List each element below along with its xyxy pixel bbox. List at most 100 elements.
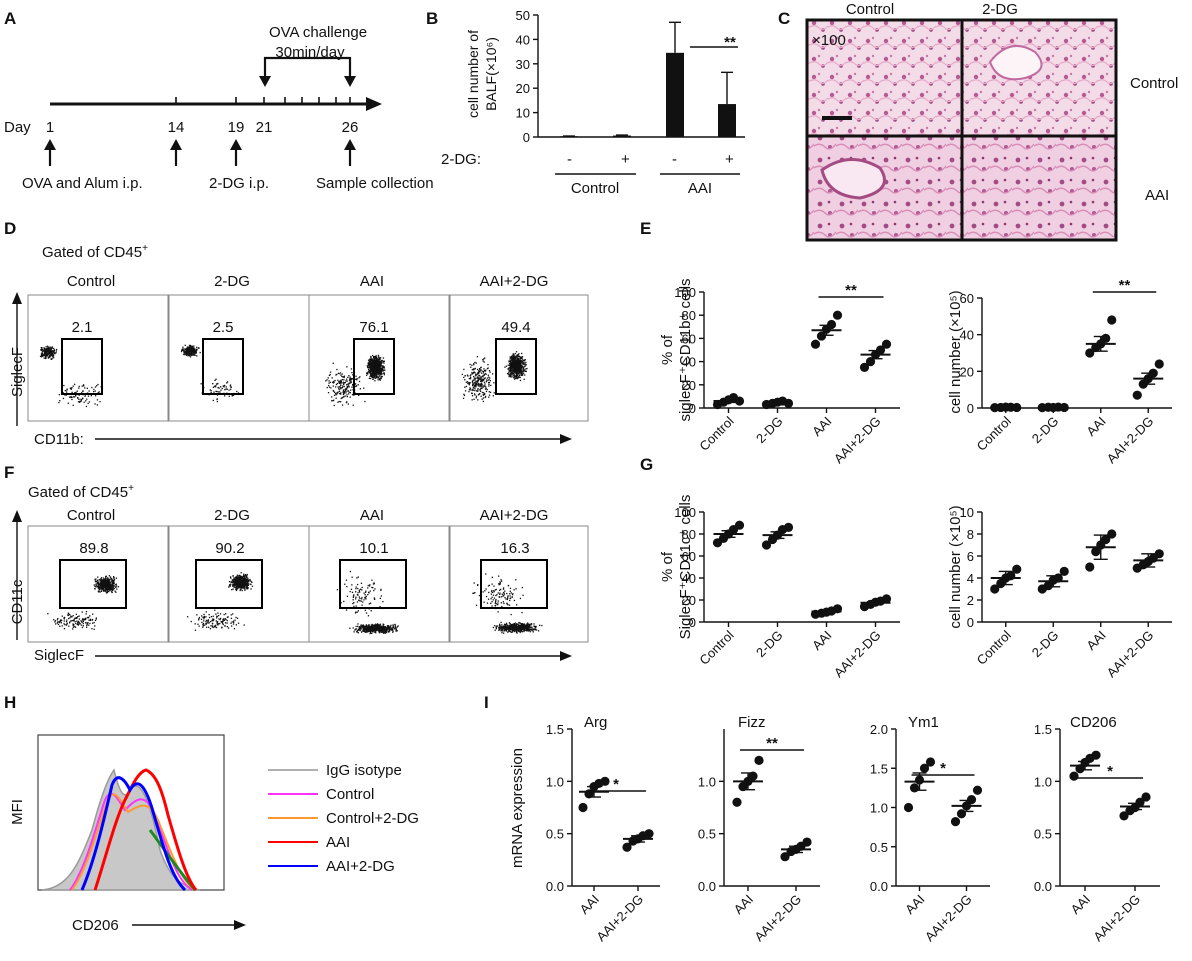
f1-scatter-dot	[84, 617, 87, 619]
d1-cluster-dot	[53, 352, 55, 354]
f1-scatter-dot	[61, 619, 63, 622]
d2-cluster-dot	[193, 345, 195, 347]
E1-point	[816, 331, 827, 341]
d4-scatter-dot	[479, 390, 482, 392]
h-green-tail	[148, 829, 197, 891]
f2-scatter-dot	[208, 621, 210, 624]
d2-scatter-dot	[236, 390, 238, 393]
f2-cluster-dot	[249, 583, 251, 585]
f1-cluster-dot	[95, 586, 97, 588]
f2-scatter-dot	[211, 625, 214, 627]
d1-scatter-dot	[62, 392, 64, 394]
f-value-2: 90.2	[215, 540, 244, 557]
f1-scatter-dot	[59, 620, 61, 622]
f3-band-dot	[357, 625, 359, 627]
f4-scatter-dot	[497, 600, 499, 602]
d4-scatter-dot	[483, 381, 486, 383]
d3-cluster-dot	[370, 374, 372, 376]
d4-scatter-dot	[487, 367, 489, 369]
f3-band-dot	[368, 627, 371, 629]
f1-cluster-dot	[104, 584, 107, 586]
d3-cluster-dot	[371, 376, 373, 378]
d4-scatter-dot	[484, 385, 486, 388]
f1-cluster-dot	[105, 575, 107, 577]
d4-cluster-dot	[515, 363, 517, 365]
d4-scatter-dot	[485, 369, 487, 371]
d2-cluster-dot	[185, 350, 187, 352]
f1-cluster-dot	[112, 588, 114, 590]
d4-scatter-dot	[466, 381, 469, 383]
d4-scatter-dot	[467, 382, 469, 385]
d4-cluster-dot	[510, 355, 513, 357]
histo-airway-1	[988, 44, 1043, 81]
up-arrows	[44, 139, 356, 166]
f3-band-dot	[367, 629, 369, 631]
f4-band-dot	[498, 627, 500, 629]
b-ylabel-1: cell number of	[465, 30, 481, 118]
d4-cluster-dot	[515, 375, 517, 378]
d3-scatter-dot	[336, 368, 338, 371]
d4-scatter-dot	[477, 388, 479, 390]
f2-cluster-dot	[234, 578, 236, 580]
f2-scatter-dot	[230, 614, 232, 616]
d3-scatter-dot	[347, 390, 349, 392]
d3-cluster-dot	[383, 360, 385, 362]
d3-scatter-dot	[341, 387, 343, 389]
d3-cluster-dot	[375, 362, 377, 364]
f3-scatter-dot	[363, 599, 365, 601]
e1-y-tick-label: 0	[689, 401, 696, 416]
d4-cluster-dot	[513, 358, 515, 360]
d3-cluster-dot	[380, 363, 382, 365]
f4-band-dot	[516, 623, 518, 626]
f3-band-dot	[385, 626, 387, 629]
f2-cluster-dot	[236, 588, 239, 590]
d1-scatter-dot	[81, 385, 83, 387]
f2-cluster-dot	[232, 579, 234, 581]
d4-scatter-dot	[474, 389, 476, 392]
f1-cluster-dot	[105, 583, 107, 585]
f3-band-dot	[369, 626, 371, 628]
d3-cluster-dot	[370, 363, 372, 365]
d2-scatter-dot	[220, 386, 222, 388]
d4-scatter-dot	[483, 379, 485, 381]
f3-scatter-dot	[365, 591, 367, 593]
f2-cluster-dot	[233, 584, 235, 586]
d1-scatter-dot	[77, 397, 79, 399]
d3-cluster-dot	[371, 358, 373, 360]
f4-scatter-dot	[490, 598, 492, 600]
f2-cluster-dot	[230, 583, 232, 585]
d4-scatter-dot	[487, 374, 489, 376]
d4-scatter-dot	[485, 387, 487, 390]
f1-scatter-dot	[76, 617, 78, 619]
f2-cluster-dot	[244, 576, 246, 578]
d4-cluster-dot	[513, 356, 515, 359]
f1-scatter-dot	[87, 622, 89, 624]
panel-label-d: D	[4, 219, 16, 238]
d3-cluster-dot	[370, 361, 372, 363]
f3-band-dot	[377, 628, 379, 631]
d4-cluster-dot	[518, 374, 521, 377]
f4-scatter-dot	[503, 593, 505, 595]
d4-cluster-dot	[524, 365, 526, 367]
f3-band-dot	[385, 629, 387, 631]
f1-cluster-dot	[114, 584, 117, 586]
f3-band-dot	[394, 628, 396, 630]
d1-cluster-dot	[43, 357, 45, 359]
f4-band-dot	[541, 624, 543, 627]
d2-cluster-dot	[181, 348, 184, 350]
f4-band-dot	[537, 630, 540, 632]
d2-scatter-dot	[219, 391, 221, 393]
d4-scatter-dot	[482, 372, 485, 374]
d4-scatter-dot	[473, 375, 475, 378]
f1-scatter-dot	[82, 620, 85, 623]
f1-scatter-dot	[78, 618, 81, 620]
f1-scatter-dot	[77, 623, 79, 625]
f4-band-dot	[527, 628, 529, 630]
b-significance: **	[724, 34, 736, 51]
f3-band-dot	[380, 627, 382, 629]
d3-scatter-dot	[339, 372, 342, 374]
d2-scatter-dot	[210, 390, 212, 392]
d4-cluster-dot	[525, 370, 527, 373]
E1-point	[826, 319, 837, 330]
f2-cluster-dot	[232, 588, 234, 590]
